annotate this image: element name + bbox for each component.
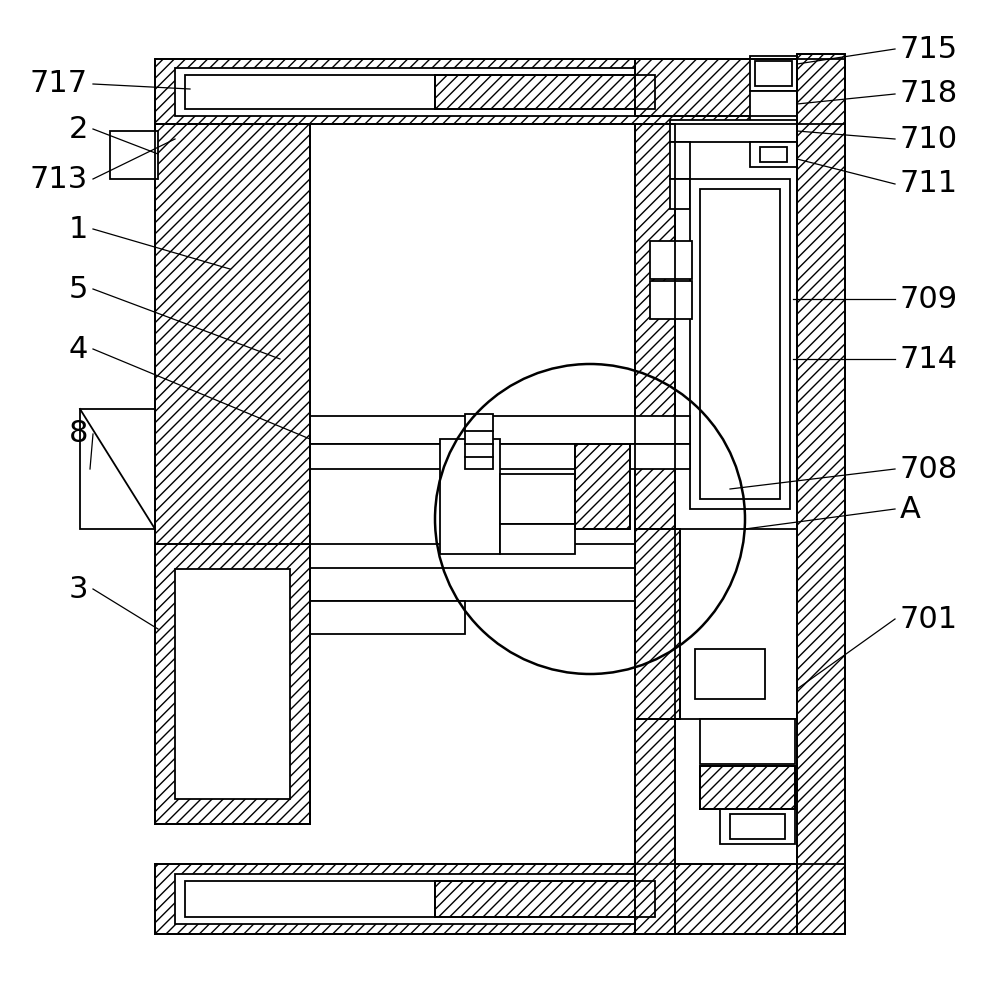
Bar xyxy=(650,241,692,279)
Bar xyxy=(700,766,795,809)
Bar xyxy=(310,544,690,569)
Bar xyxy=(310,444,690,469)
Bar xyxy=(750,142,797,167)
Bar xyxy=(110,131,158,179)
Text: 8: 8 xyxy=(68,420,88,449)
Bar xyxy=(310,568,690,601)
Text: 718: 718 xyxy=(900,80,958,109)
Bar xyxy=(185,75,435,109)
Text: 708: 708 xyxy=(900,455,958,484)
Bar xyxy=(695,649,765,699)
Bar xyxy=(730,814,785,839)
Bar xyxy=(175,68,665,116)
Text: 714: 714 xyxy=(900,345,958,374)
Bar xyxy=(175,569,290,799)
Bar xyxy=(435,881,655,917)
Bar xyxy=(700,189,780,499)
Text: 4: 4 xyxy=(69,335,88,364)
Bar xyxy=(670,142,690,179)
Bar xyxy=(690,179,790,509)
Bar xyxy=(80,409,155,529)
Bar xyxy=(500,474,575,524)
Text: 5: 5 xyxy=(69,275,88,304)
Bar xyxy=(185,881,435,917)
Bar xyxy=(155,59,845,124)
Bar xyxy=(310,416,690,444)
Text: 713: 713 xyxy=(30,165,88,194)
Bar xyxy=(575,444,630,529)
Text: A: A xyxy=(900,495,921,523)
Bar xyxy=(440,439,500,554)
Bar xyxy=(635,59,797,116)
Bar xyxy=(155,544,310,824)
Bar xyxy=(635,529,797,719)
Bar xyxy=(175,874,665,924)
Bar xyxy=(797,54,845,934)
Bar xyxy=(635,529,680,719)
Bar xyxy=(465,414,493,469)
Bar xyxy=(700,766,795,809)
Bar xyxy=(155,864,845,934)
Bar xyxy=(797,54,845,934)
Bar xyxy=(700,766,795,809)
Bar xyxy=(435,75,655,109)
Text: 2: 2 xyxy=(69,115,88,144)
Bar xyxy=(755,61,792,86)
Bar xyxy=(635,124,675,934)
Bar xyxy=(155,124,310,824)
Text: 717: 717 xyxy=(30,70,88,99)
Bar xyxy=(670,179,690,209)
Bar xyxy=(750,91,797,121)
Bar xyxy=(155,864,845,934)
Bar xyxy=(155,124,310,824)
Bar xyxy=(155,544,310,824)
Bar xyxy=(760,147,787,162)
Text: 701: 701 xyxy=(900,604,958,633)
Text: 711: 711 xyxy=(900,170,958,199)
Bar xyxy=(635,124,675,934)
Text: 3: 3 xyxy=(68,574,88,603)
Bar xyxy=(635,529,680,719)
Bar xyxy=(650,281,692,319)
Bar xyxy=(435,881,655,917)
Bar xyxy=(435,75,655,109)
Bar xyxy=(635,59,797,116)
Text: 709: 709 xyxy=(900,285,958,314)
Text: 1: 1 xyxy=(69,215,88,244)
Text: 710: 710 xyxy=(900,125,958,154)
Bar xyxy=(155,59,845,124)
Text: 715: 715 xyxy=(900,35,958,64)
Bar xyxy=(500,524,575,554)
Bar xyxy=(310,601,465,634)
Bar xyxy=(575,444,630,529)
Bar xyxy=(750,56,797,91)
Bar xyxy=(700,719,795,764)
Bar xyxy=(720,809,795,844)
Bar xyxy=(670,120,797,142)
